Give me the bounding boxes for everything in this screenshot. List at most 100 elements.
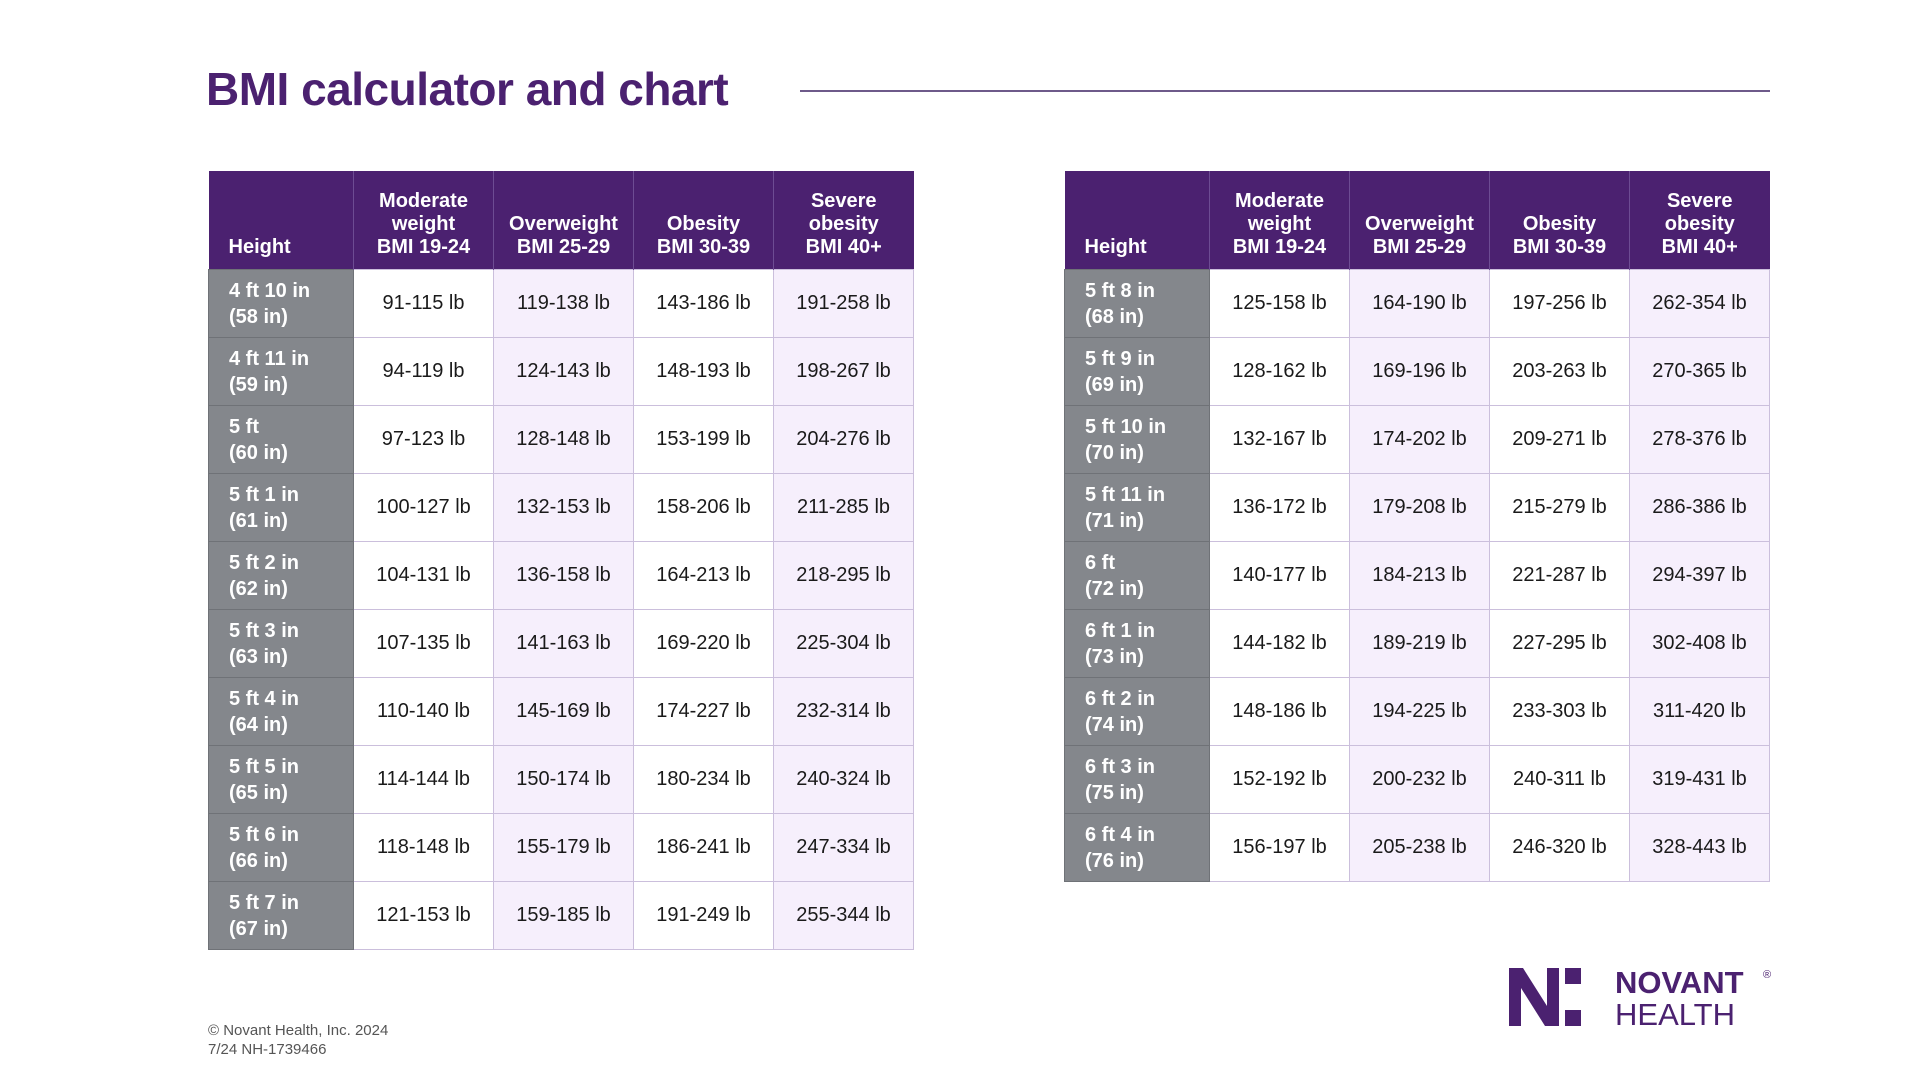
- text-line: 5 ft 11 in: [1085, 483, 1166, 506]
- weight-range: 140-177 lb: [1209, 541, 1350, 610]
- weight-range: 262-354 lb: [1629, 269, 1770, 338]
- height-cell: 5 ft 10 in (70 in): [1064, 405, 1210, 474]
- table-row: 5 ft 8 in (68 in) 125-158 lb 164-190 lb 197-…: [1064, 269, 1770, 338]
- weight-range: 148-193 lb: [633, 337, 774, 406]
- weight-range: 104-131 lb: [353, 541, 494, 610]
- text-line: (67 in): [229, 917, 288, 940]
- weight-range: 144-182 lb: [1209, 609, 1350, 678]
- height-cell: 5 ft 8 in (68 in): [1064, 269, 1210, 338]
- weight-range: 221-287 lb: [1489, 541, 1630, 610]
- height-cell: 4 ft 10 in (58 in): [208, 269, 354, 338]
- text-line: 5 ft 6 in: [229, 823, 300, 846]
- table-row: 4 ft 10 in (58 in) 91-115 lb 119-138 lb 143-…: [208, 269, 914, 338]
- text-line: (70 in): [1085, 441, 1144, 464]
- weight-range: 255-344 lb: [773, 881, 914, 950]
- weight-range: 189-219 lb: [1349, 609, 1490, 678]
- bmi-table: Height Moderate weight BMI 19-24 Overweight B…: [1064, 171, 1770, 882]
- weight-range: 194-225 lb: [1349, 677, 1490, 746]
- weight-range: 191-249 lb: [633, 881, 774, 950]
- text-line: 6 ft 1 in: [1085, 619, 1156, 642]
- doc-code: 7/24 NH-1739466: [208, 1041, 327, 1058]
- text-line: weight: [391, 213, 456, 235]
- text-line: BMI 25-29: [1372, 236, 1467, 258]
- text-line: Obesity: [666, 213, 741, 235]
- text-line: (73 in): [1085, 645, 1144, 668]
- table-row: 5 ft 11 in (71 in) 136-172 lb 179-208 lb 215…: [1064, 473, 1770, 542]
- weight-range: 278-376 lb: [1629, 405, 1770, 474]
- column-header: Moderate weight BMI 19-24: [353, 171, 494, 270]
- weight-range: 209-271 lb: [1489, 405, 1630, 474]
- text-line: 5 ft 10 in: [1085, 415, 1167, 438]
- text-line: Overweight: [1365, 213, 1474, 235]
- text-line: (66 in): [229, 849, 288, 872]
- weight-range: 158-206 lb: [633, 473, 774, 542]
- table-row: 5 ft 5 in (65 in) 114-144 lb 150-174 lb 180-…: [208, 745, 914, 814]
- text-line: BMI 30-39: [1512, 236, 1607, 258]
- text-line: (64 in): [229, 713, 288, 736]
- text-line: (69 in): [1085, 373, 1144, 396]
- text-line: 6 ft 3 in: [1085, 755, 1156, 778]
- column-header: Height: [1064, 171, 1210, 270]
- weight-range: 100-127 lb: [353, 473, 494, 542]
- height-cell: 4 ft 11 in (59 in): [208, 337, 354, 406]
- weight-range: 191-258 lb: [773, 269, 914, 338]
- text-line: 6 ft: [1085, 551, 1115, 574]
- logo: NOVANT ® HEALTH: [1509, 965, 1771, 1032]
- weight-range: 143-186 lb: [633, 269, 774, 338]
- footer: © Novant Health, Inc. 2024 7/24 NH-17394…: [208, 1021, 388, 1059]
- weight-range: 150-174 lb: [493, 745, 634, 814]
- header-row: Height Moderate weight BMI 19-24 Overweight B…: [1064, 171, 1770, 270]
- table-row: 6 ft 3 in (75 in) 152-192 lb 200-232 lb 240-…: [1064, 745, 1770, 814]
- weight-range: 232-314 lb: [773, 677, 914, 746]
- column-header: Obesity BMI 30-39: [1489, 171, 1630, 270]
- copyright: © Novant Health, Inc. 2024: [208, 1022, 389, 1039]
- weight-range: 164-213 lb: [633, 541, 774, 610]
- weight-range: 128-162 lb: [1209, 337, 1350, 406]
- height-cell: 5 ft 1 in (61 in): [208, 473, 354, 542]
- height-cell: 6 ft 1 in (73 in): [1064, 609, 1210, 678]
- text-line: (76 in): [1085, 849, 1144, 872]
- table-row: 5 ft 3 in (63 in) 107-135 lb 141-163 lb 169-…: [208, 609, 914, 678]
- table-row: 6 ft 2 in (74 in) 148-186 lb 194-225 lb 233-…: [1064, 677, 1770, 746]
- weight-range: 141-163 lb: [493, 609, 634, 678]
- text-line: BMI 30-39: [656, 236, 751, 258]
- text-line: Moderate: [379, 190, 468, 212]
- weight-range: 186-241 lb: [633, 813, 774, 882]
- logo-registered: ®: [1763, 969, 1771, 981]
- weight-range: 180-234 lb: [633, 745, 774, 814]
- table-row: 6 ft 4 in (76 in) 156-197 lb 205-238 lb 246-…: [1064, 813, 1770, 882]
- weight-range: 155-179 lb: [493, 813, 634, 882]
- weight-range: 184-213 lb: [1349, 541, 1490, 610]
- text-line: 5 ft 2 in: [229, 551, 300, 574]
- weight-range: 218-295 lb: [773, 541, 914, 610]
- weight-range: 152-192 lb: [1209, 745, 1350, 814]
- weight-range: 132-153 lb: [493, 473, 634, 542]
- weight-range: 240-311 lb: [1489, 745, 1630, 814]
- weight-range: 205-238 lb: [1349, 813, 1490, 882]
- weight-range: 136-172 lb: [1209, 473, 1350, 542]
- weight-range: 132-167 lb: [1209, 405, 1350, 474]
- column-header: Height: [208, 171, 354, 270]
- weight-range: 328-443 lb: [1629, 813, 1770, 882]
- weight-range: 204-276 lb: [773, 405, 914, 474]
- weight-range: 164-190 lb: [1349, 269, 1490, 338]
- text-line: (65 in): [229, 781, 288, 804]
- table-row: 5 ft 10 in (70 in) 132-167 lb 174-202 lb 209…: [1064, 405, 1770, 474]
- text-line: (72 in): [1085, 577, 1144, 600]
- weight-range: 125-158 lb: [1209, 269, 1350, 338]
- height-cell: 5 ft 3 in (63 in): [208, 609, 354, 678]
- weight-range: 119-138 lb: [493, 269, 634, 338]
- weight-range: 148-186 lb: [1209, 677, 1350, 746]
- weight-range: 110-140 lb: [353, 677, 494, 746]
- weight-range: 227-295 lb: [1489, 609, 1630, 678]
- text-line: BMI 19-24: [376, 236, 471, 258]
- table-row: 5 ft 7 in (67 in) 121-153 lb 159-185 lb 191-…: [208, 881, 914, 950]
- height-cell: 5 ft 9 in (69 in): [1064, 337, 1210, 406]
- text-line: Moderate: [1235, 190, 1324, 212]
- weight-range: 240-324 lb: [773, 745, 914, 814]
- weight-range: 136-158 lb: [493, 541, 634, 610]
- height-cell: 5 ft 6 in (66 in): [208, 813, 354, 882]
- table-row: 5 ft 4 in (64 in) 110-140 lb 145-169 lb 174-…: [208, 677, 914, 746]
- text-line: (60 in): [229, 441, 288, 464]
